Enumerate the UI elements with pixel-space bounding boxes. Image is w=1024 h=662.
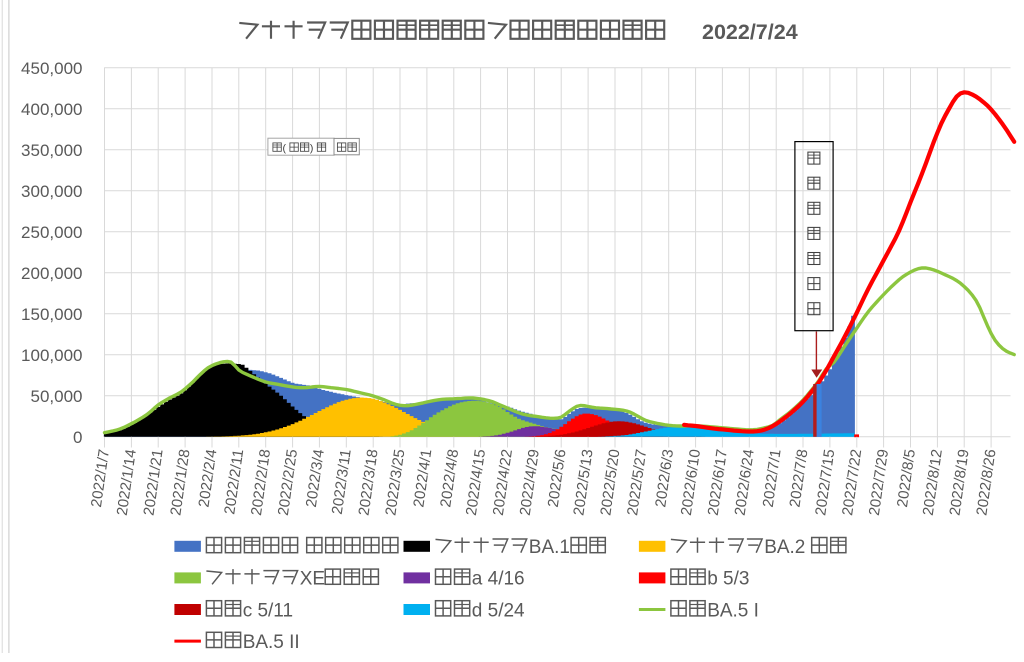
svg-text:50,000: 50,000 <box>31 387 83 406</box>
svg-text:(: ( <box>283 143 287 155</box>
svg-text:a 4/16: a 4/16 <box>472 569 525 590</box>
svg-text:100,000: 100,000 <box>21 346 82 365</box>
svg-text:): ) <box>310 143 314 155</box>
svg-text:BA.1: BA.1 <box>529 537 570 558</box>
svg-text:d 5/24: d 5/24 <box>472 600 525 621</box>
svg-text:150,000: 150,000 <box>21 305 82 324</box>
svg-text:450,000: 450,000 <box>21 59 82 78</box>
svg-text:b 5/3: b 5/3 <box>707 569 749 590</box>
svg-text:350,000: 350,000 <box>21 141 82 160</box>
svg-text:0: 0 <box>73 428 82 447</box>
svg-text:BA.2: BA.2 <box>764 537 805 558</box>
svg-text:250,000: 250,000 <box>21 223 82 242</box>
svg-text:XE: XE <box>300 569 325 590</box>
svg-text:BA.5 II: BA.5 II <box>243 632 300 653</box>
svg-text:2022/7/24: 2022/7/24 <box>702 20 798 44</box>
svg-text:BA.5 I: BA.5 I <box>707 600 759 621</box>
svg-text:c 5/11: c 5/11 <box>243 600 293 621</box>
svg-text:400,000: 400,000 <box>21 100 82 119</box>
svg-text:300,000: 300,000 <box>21 182 82 201</box>
svg-text:200,000: 200,000 <box>21 264 82 283</box>
